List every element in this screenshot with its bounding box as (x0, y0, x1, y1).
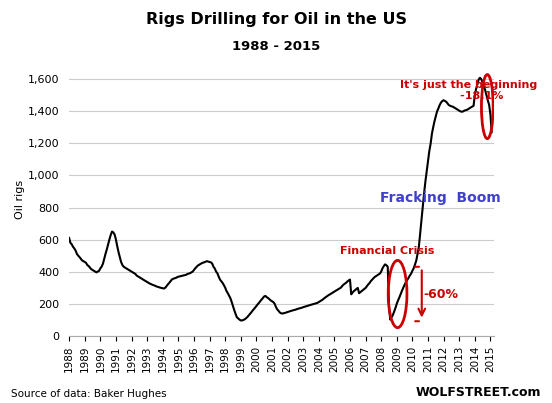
Y-axis label: Oil rigs: Oil rigs (15, 180, 25, 219)
Text: 1988 - 2015: 1988 - 2015 (232, 40, 320, 53)
Text: Rigs Drilling for Oil in the US: Rigs Drilling for Oil in the US (146, 12, 406, 27)
Text: Financial Crisis: Financial Crisis (340, 246, 434, 256)
Text: -60%: -60% (423, 287, 458, 301)
Text: Fracking  Boom: Fracking Boom (380, 191, 501, 205)
Text: It's just the beginning
       -18.1%: It's just the beginning -18.1% (400, 80, 537, 102)
Text: Source of data: Baker Hughes: Source of data: Baker Hughes (11, 389, 167, 399)
Text: WOLFSTREET.com: WOLFSTREET.com (416, 386, 541, 399)
